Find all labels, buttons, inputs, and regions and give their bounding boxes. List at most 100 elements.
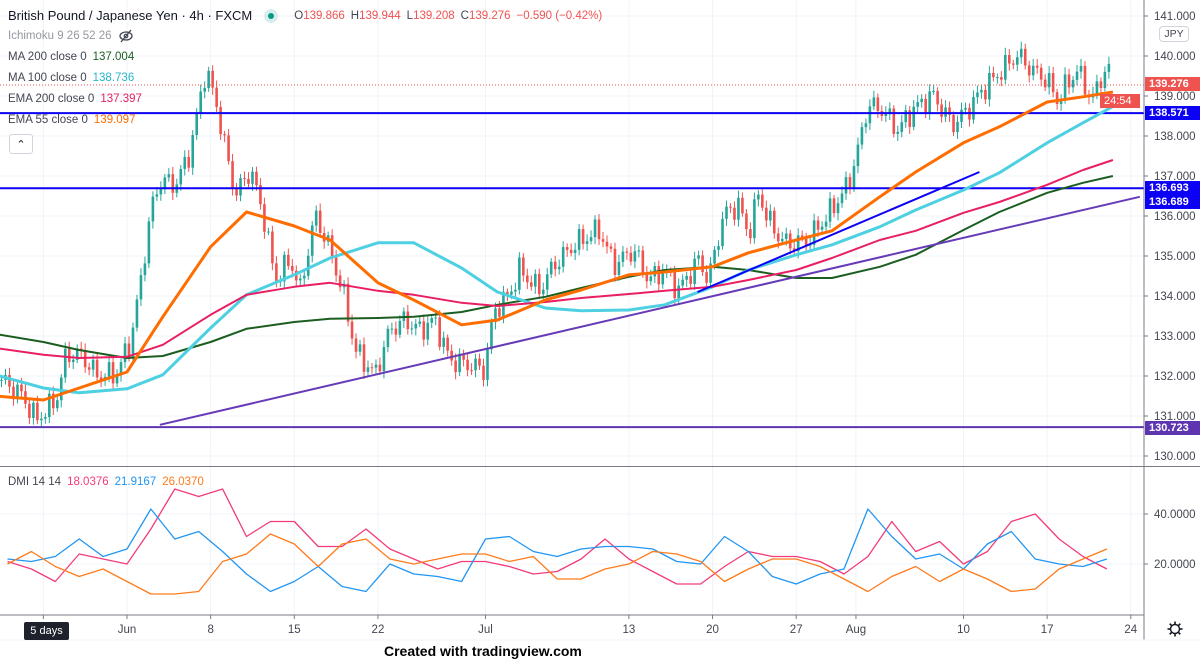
symbol-title[interactable]: British Pound / Japanese Yen · 4h · FXCM (8, 8, 253, 23)
candle (267, 231, 270, 233)
open-value: 139.866 (303, 9, 345, 22)
candle (916, 102, 919, 107)
candle (251, 171, 254, 184)
eye-hidden-icon[interactable] (118, 29, 134, 43)
candle (482, 365, 485, 380)
candle (992, 72, 995, 78)
candle (633, 251, 637, 262)
dmi-value-1: 18.0376 (67, 476, 109, 488)
close-label: C (460, 9, 469, 22)
candle (48, 393, 51, 418)
candle (780, 238, 784, 242)
candle (741, 197, 744, 214)
candle (195, 112, 199, 136)
candle (1071, 79, 1075, 88)
candle (808, 244, 812, 246)
candle (537, 273, 541, 295)
indicator-value: 139.097 (93, 114, 136, 126)
candle (852, 166, 856, 188)
candle (625, 251, 629, 253)
ichimoku-label: Ichimoku 9 26 52 26 (8, 30, 112, 42)
currency-badge[interactable]: JPY (1159, 26, 1189, 42)
candle (984, 89, 987, 100)
candle (705, 272, 708, 283)
candle (856, 144, 860, 167)
indicator-legend-ema200[interactable]: EMA 200 close 0 137.397 (8, 93, 142, 105)
candle (565, 247, 569, 250)
settings-gear-icon[interactable] (1166, 620, 1184, 638)
candle (474, 358, 477, 371)
candle (163, 177, 167, 188)
ichimoku-legend[interactable]: Ichimoku 9 26 52 26 (8, 29, 134, 43)
candle (44, 417, 47, 419)
candle (450, 350, 453, 361)
candle (757, 194, 760, 200)
dmi-tick-label: 40.0000 (1154, 509, 1196, 521)
candle (127, 343, 131, 357)
candle (860, 127, 864, 145)
candle (840, 193, 844, 204)
candle (52, 393, 55, 409)
dmi-pane[interactable] (7, 488, 1108, 595)
candle (12, 386, 15, 400)
candle (1000, 77, 1003, 80)
candle (510, 291, 513, 295)
candle (139, 275, 143, 300)
candle (20, 384, 23, 392)
market-status-icon (264, 8, 279, 23)
candle (91, 359, 95, 370)
indicator-value: 137.004 (92, 51, 135, 63)
indicator-legend-ema55[interactable]: EMA 55 close 0 139.097 (8, 114, 135, 126)
candle (354, 338, 358, 352)
dmi-legend[interactable]: DMI 14 14 18.0376 21.9167 26.0370 (8, 476, 204, 488)
candle (446, 337, 449, 351)
candle (454, 360, 457, 373)
candle (418, 321, 422, 324)
x-tick-label: Jun (118, 624, 137, 636)
candle (526, 275, 529, 283)
candle (689, 275, 692, 284)
candle (362, 344, 366, 372)
candle (784, 233, 788, 239)
candle (912, 106, 916, 127)
candle (737, 197, 740, 220)
candle (167, 174, 171, 178)
candle (438, 317, 441, 347)
candle (697, 255, 700, 259)
candle (1059, 100, 1063, 105)
candle (900, 122, 904, 132)
candle (223, 134, 226, 136)
axes: Jun 8 15 22 Jul 13 20 27 Aug 10 17 24 141.000 140.000… (0, 0, 1200, 641)
candle (936, 90, 939, 105)
candle (159, 187, 163, 195)
low-value: 139.208 (413, 9, 455, 22)
indicator-legend-ma100[interactable]: MA 100 close 0 138.736 (8, 72, 134, 84)
candle (287, 254, 290, 266)
price-pane[interactable] (0, 41, 1144, 429)
candle (478, 358, 481, 366)
interval-button[interactable]: 5 days (24, 622, 69, 640)
candle (231, 161, 234, 189)
candle (518, 257, 521, 290)
collapse-legend-button[interactable]: ⌃ (9, 134, 33, 154)
x-tick-label: 13 (623, 624, 636, 636)
candle (721, 218, 724, 247)
y-tick-label: 139.000 (1154, 91, 1196, 103)
y-tick-label: 131.000 (1154, 411, 1196, 423)
candle (956, 121, 959, 133)
candle (115, 374, 119, 384)
moving-average-line (0, 159, 1114, 359)
candle (36, 402, 39, 421)
dmi-line (7, 533, 1108, 595)
change-value: −0.590 (−0.42%) (516, 9, 603, 22)
candle (729, 206, 732, 208)
candle (769, 210, 772, 221)
candle (609, 246, 613, 249)
candle (996, 77, 999, 79)
x-tick-label: 17 (1041, 624, 1054, 636)
y-tick-label: 130.000 (1154, 451, 1196, 463)
indicator-legend-ma200[interactable]: MA 200 close 0 137.004 (8, 51, 134, 63)
candle (1067, 74, 1071, 88)
indicator-value: 138.736 (92, 72, 135, 84)
